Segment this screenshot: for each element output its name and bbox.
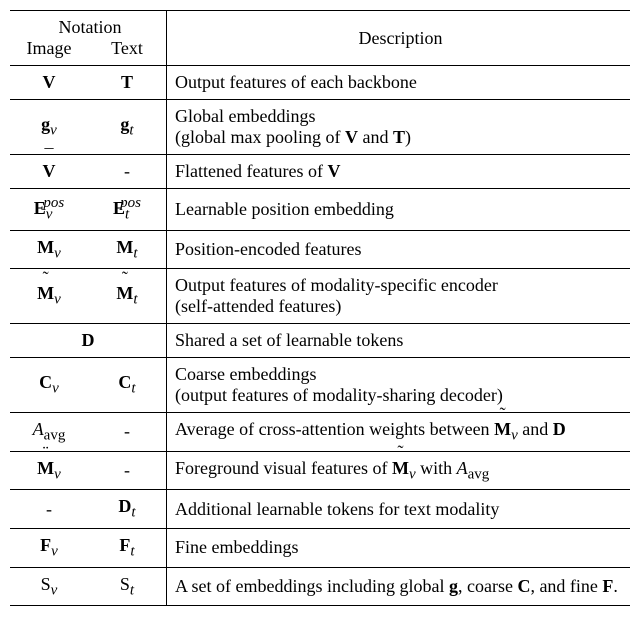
table-row: FvFtFine embeddings [10, 528, 630, 567]
notation-merged-cell: D [10, 324, 167, 358]
table-row: CvCtCoarse embeddings(output features of… [10, 358, 630, 413]
notation-image-cell: ˜Mv [10, 269, 88, 324]
table-body: VTOutput features of each backbonegvgtGl… [10, 66, 630, 606]
table-row: gvgtGlobal embeddings(global max pooling… [10, 100, 630, 155]
table-row: VTOutput features of each backbone [10, 66, 630, 100]
notation-image-cell: Cv [10, 358, 88, 413]
table-row: ¨Mv-Foreground visual features of ˜Mv wi… [10, 451, 630, 490]
header-row-1: Notation Description [10, 11, 630, 39]
notation-image-cell: - [10, 490, 88, 529]
description-cell: Learnable position embedding [167, 189, 631, 231]
table-row: -DtAdditional learnable tokens for text … [10, 490, 630, 529]
table-row: EvposEtposLearnable position embedding [10, 189, 630, 231]
notation-text-cell: Etpos [88, 189, 167, 231]
notation-image-cell: Fv [10, 528, 88, 567]
description-cell: Output features of each backbone [167, 66, 631, 100]
header-description: Description [167, 11, 631, 66]
description-cell: Coarse embeddings(output features of mod… [167, 358, 631, 413]
notation-image-cell: Mv [10, 230, 88, 269]
notation-image-cell: ¯V [10, 155, 88, 189]
description-cell: Flattened features of V [167, 155, 631, 189]
description-cell: Additional learnable tokens for text mod… [167, 490, 631, 529]
notation-text-cell: T [88, 66, 167, 100]
table-row: DShared a set of learnable tokens [10, 324, 630, 358]
description-cell: Foreground visual features of ˜Mv with A… [167, 451, 631, 490]
table-row: ¯V-Flattened features of V [10, 155, 630, 189]
description-cell: Fine embeddings [167, 528, 631, 567]
notation-text-cell: Mt [88, 230, 167, 269]
table-row: Aavg-Average of cross-attention weights … [10, 413, 630, 452]
notation-text-cell: Ft [88, 528, 167, 567]
description-cell: A set of embeddings including global g, … [167, 567, 631, 606]
notation-image-cell: ¨Mv [10, 451, 88, 490]
header-image: Image [10, 38, 88, 66]
description-cell: Shared a set of learnable tokens [167, 324, 631, 358]
notation-text-cell: gt [88, 100, 167, 155]
notation-text-cell: Dt [88, 490, 167, 529]
notation-text-cell: - [88, 451, 167, 490]
table-row: ˜Mv˜MtOutput features of modality-specif… [10, 269, 630, 324]
notation-text-cell: ˜Mt [88, 269, 167, 324]
table-row: SvStA set of embeddings including global… [10, 567, 630, 606]
description-cell: Global embeddings(global max pooling of … [167, 100, 631, 155]
notation-image-cell: Sv [10, 567, 88, 606]
notation-text-cell: St [88, 567, 167, 606]
notation-image-cell: V [10, 66, 88, 100]
notation-text-cell: - [88, 413, 167, 452]
notation-text-cell: Ct [88, 358, 167, 413]
table-row: MvMtPosition-encoded features [10, 230, 630, 269]
header-notation: Notation [10, 11, 167, 39]
header-text: Text [88, 38, 167, 66]
notation-image-cell: Evpos [10, 189, 88, 231]
description-cell: Output features of modality-specific enc… [167, 269, 631, 324]
notation-table: Notation Description Image Text VTOutput… [10, 10, 630, 606]
notation-text-cell: - [88, 155, 167, 189]
description-cell: Position-encoded features [167, 230, 631, 269]
